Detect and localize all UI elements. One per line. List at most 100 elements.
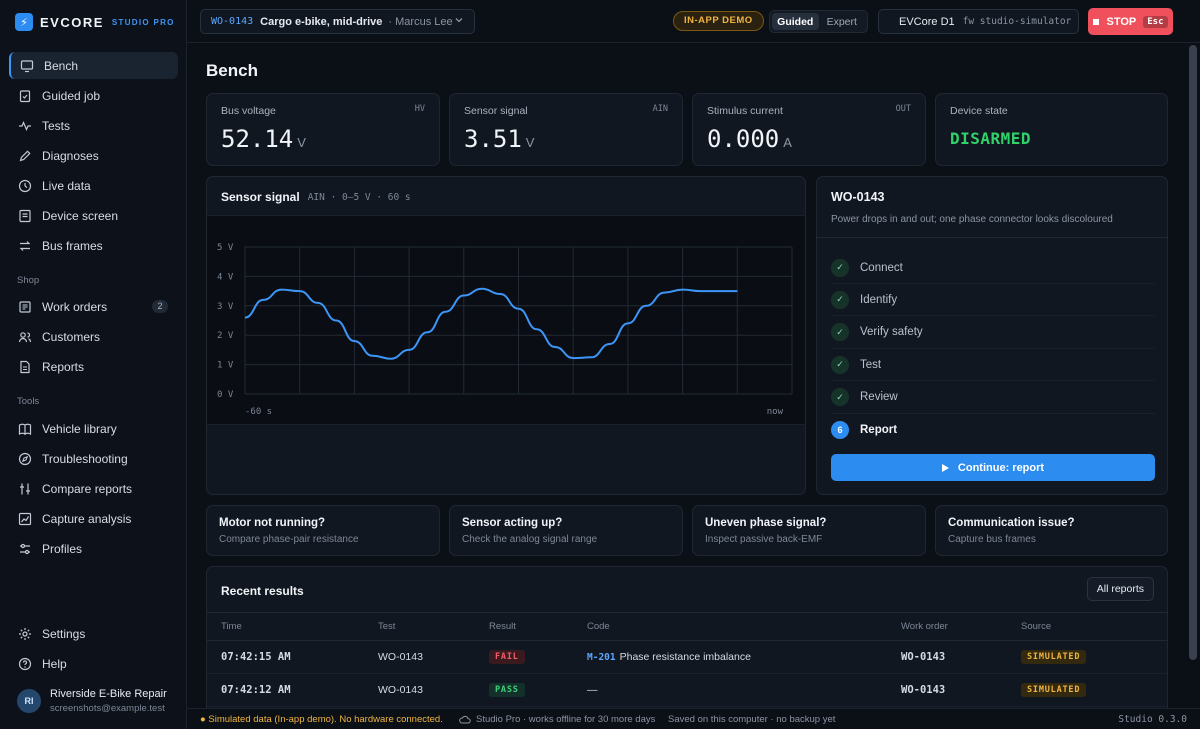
hint-subtitle: Compare phase-pair resistance [219, 534, 359, 545]
stop-button[interactable]: STOP Esc [1088, 8, 1173, 35]
sidebar-item-tests[interactable]: Tests [9, 112, 178, 139]
sidebar-item-capture-analysis[interactable]: Capture analysis [9, 505, 178, 532]
cell-code: M-201 Phase resistance imbalance [573, 640, 887, 674]
stop-label: STOP [1106, 15, 1137, 28]
metric-label: Sensor signal [464, 105, 528, 117]
guided-job-card: WO-0143 Power drops in and out; one phas… [816, 176, 1168, 495]
sidebar-item-help[interactable]: Help [9, 650, 178, 677]
work-order-selector[interactable]: WO-0143 Cargo e-bike, mid-drive · Marcus… [200, 9, 475, 34]
sidebar-item-customers[interactable]: Customers [9, 323, 178, 350]
hint-motor-not-running[interactable]: Motor not running? Compare phase-pair re… [206, 505, 440, 556]
book-icon [18, 422, 32, 436]
metric-value: 3.51 [464, 125, 522, 153]
step-verify-safety[interactable]: ✓ Verify safety [831, 317, 1155, 349]
demo-badge: IN-APP DEMO [673, 11, 764, 31]
metric-tag: HV [414, 104, 425, 114]
sidebar-item-compare-reports[interactable]: Compare reports [9, 475, 178, 502]
play-icon [941, 463, 949, 472]
chevron-down-icon [454, 15, 464, 28]
license-status: Studio Pro · works offline for 30 more d… [459, 714, 655, 725]
sidebar-item-bus-frames[interactable]: Bus frames [9, 232, 178, 259]
mode-expert-button[interactable]: Expert [826, 15, 857, 28]
continue-report-button[interactable]: Continue: report [831, 454, 1155, 481]
sidebar-item-work-orders[interactable]: Work orders 2 [9, 293, 178, 320]
table-row[interactable]: 07:42:15 AM WO-0143 FAIL M-201 Phase resi… [207, 640, 1167, 674]
metric-tag: AIN [652, 104, 668, 114]
table-row[interactable]: 07:42:12 AM WO-0143 PASS — WO-0143 SIMUL… [207, 673, 1167, 707]
sidebar-item-label: Guided job [42, 88, 101, 103]
step-review[interactable]: ✓ Review [831, 382, 1155, 414]
sidebar-item-bench[interactable]: Bench [9, 52, 178, 79]
cell-work-order: WO-0143 [887, 640, 1007, 674]
simulated-warning: ● Simulated data (In-app demo). No hardw… [200, 713, 443, 725]
sidebar-item-profiles[interactable]: Profiles [9, 535, 178, 562]
hint-subtitle: Inspect passive back-EMF [705, 534, 823, 545]
brand[interactable]: ⚡ EVCORE STUDIO PRO [15, 12, 175, 32]
col-result: Result [475, 612, 573, 641]
work-order-id: WO-0143 [211, 16, 254, 27]
mode-guided-button[interactable]: Guided [772, 13, 819, 30]
step-test[interactable]: ✓ Test [831, 349, 1155, 382]
pencil-icon [18, 149, 32, 163]
metric-value-wrap: 0.000 A [707, 125, 792, 153]
device-status[interactable]: EVCore D1 fw studio-simulator [878, 9, 1079, 34]
activity-icon [18, 119, 32, 133]
main-scrollbar[interactable] [1189, 45, 1197, 660]
continue-label: Continue: report [957, 461, 1045, 474]
sidebar-item-troubleshooting[interactable]: Troubleshooting [9, 445, 178, 472]
sidebar-item-label: Help [42, 656, 67, 671]
topbar: WO-0143 Cargo e-bike, mid-drive · Marcus… [187, 0, 1200, 43]
metric-tag: OUT [895, 104, 911, 114]
sensor-signal-chart-card: Sensor signal AIN · 0–5 V · 60 s 5 V 4 V 3… [206, 176, 806, 495]
compare-icon [18, 482, 32, 496]
step-connect[interactable]: ✓ Connect [831, 252, 1155, 284]
step-report[interactable]: 6 Report [831, 414, 1155, 446]
sidebar-item-label: Tests [42, 118, 71, 133]
cell-time: 07:42:12 AM [207, 673, 364, 707]
step-label: Review [860, 391, 898, 404]
hint-subtitle: Check the analog signal range [462, 534, 598, 545]
metric-bus-voltage: Bus voltage HV 52.14 V [206, 93, 440, 166]
sensor-signal-chart: 5 V 4 V 3 V 2 V 1 V 0 V -60 s now [217, 243, 793, 417]
x-tick-label-start: -60 s [245, 407, 272, 417]
y-tick-label: 3 V [217, 302, 234, 312]
step-identify[interactable]: ✓ Identify [831, 284, 1155, 317]
chart-area: 5 V 4 V 3 V 2 V 1 V 0 V -60 s now [207, 215, 805, 425]
stop-square-icon [1093, 18, 1100, 25]
metric-unit: A [783, 135, 792, 150]
user-account[interactable]: RI Riverside E-Bike Repair screenshots@e… [17, 688, 167, 714]
sidebar-item-label: Live data [42, 178, 91, 193]
results-table: Time Test Result Code Work order Source … [207, 612, 1167, 707]
sidebar-item-guided-job[interactable]: Guided job [9, 82, 178, 109]
col-code: Code [573, 612, 887, 641]
check-icon: ✓ [831, 355, 849, 374]
cell-source: SIMULATED [1007, 673, 1167, 707]
job-description: Power drops in and out; one phase connec… [831, 214, 1113, 225]
sidebar: ⚡ EVCORE STUDIO PRO Bench Guided job Tests… [0, 0, 187, 729]
all-reports-button[interactable]: All reports [1086, 577, 1154, 601]
y-tick-label: 2 V [217, 331, 234, 341]
sidebar-item-live-data[interactable]: Live data [9, 172, 178, 199]
license-text: Studio Pro · works offline for 30 more d… [476, 713, 656, 725]
result-pass-badge: PASS [489, 683, 525, 697]
check-icon: ✓ [831, 388, 849, 407]
step-label: Identify [860, 293, 898, 306]
sidebar-item-reports[interactable]: Reports [9, 353, 178, 380]
metric-value: 52.14 [221, 125, 294, 153]
col-test: Test [364, 612, 475, 641]
step-label: Report [860, 424, 898, 436]
code-id[interactable]: M-201 [587, 652, 616, 663]
nav-section-label: Shop [17, 275, 40, 286]
hint-uneven-phase-signal[interactable]: Uneven phase signal? Inspect passive bac… [692, 505, 926, 556]
sidebar-item-vehicle-library[interactable]: Vehicle library [9, 415, 178, 442]
user-name: Riverside E-Bike Repair [50, 688, 167, 700]
app-version: Studio 0.3.0 [1118, 713, 1187, 725]
sidebar-item-device-screen[interactable]: Device screen [9, 202, 178, 229]
sidebar-item-label: Profiles [42, 541, 83, 556]
y-tick-label: 1 V [217, 361, 234, 371]
sidebar-item-settings[interactable]: Settings [9, 620, 178, 647]
work-order-description: Cargo e-bike, mid-drive [260, 15, 383, 28]
sidebar-item-diagnoses[interactable]: Diagnoses [9, 142, 178, 169]
hint-sensor-acting-up[interactable]: Sensor acting up? Check the analog signa… [449, 505, 683, 556]
hint-communication-issue[interactable]: Communication issue? Capture bus frames [935, 505, 1168, 556]
